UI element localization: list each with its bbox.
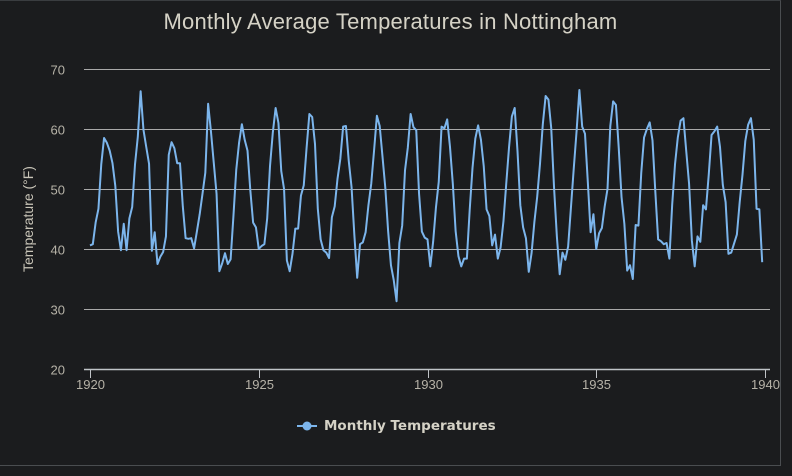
chart-container xyxy=(0,0,781,466)
x-tick-label: 1935 xyxy=(582,377,611,392)
y-tick-label: 60 xyxy=(51,123,65,138)
legend-item[interactable]: Monthly Temperatures xyxy=(296,418,496,434)
x-axis xyxy=(90,369,766,378)
y-tick-label: 30 xyxy=(51,303,65,318)
y-tick-label: 50 xyxy=(51,183,65,198)
x-tick-label: 1930 xyxy=(414,377,443,392)
x-tick-label: 1940 xyxy=(751,377,780,392)
y-tick-label: 40 xyxy=(51,243,65,258)
y-tick-label: 20 xyxy=(51,363,65,378)
y-tick-labels: 70 60 50 40 30 20 xyxy=(51,63,65,378)
legend-marker-icon xyxy=(297,421,317,431)
series-group xyxy=(89,89,764,303)
x-tick-label: 1920 xyxy=(76,377,105,392)
x-tick-label: 1925 xyxy=(245,377,274,392)
x-tick-labels: 1920 1925 1930 1935 1940 xyxy=(76,377,780,392)
chart-title: Monthly Average Temperatures in Nottingh… xyxy=(163,9,618,34)
grid-lines xyxy=(84,69,770,371)
series-line[interactable] xyxy=(89,89,764,303)
legend-label: Monthly Temperatures xyxy=(324,418,496,434)
y-tick-label: 70 xyxy=(51,63,65,78)
